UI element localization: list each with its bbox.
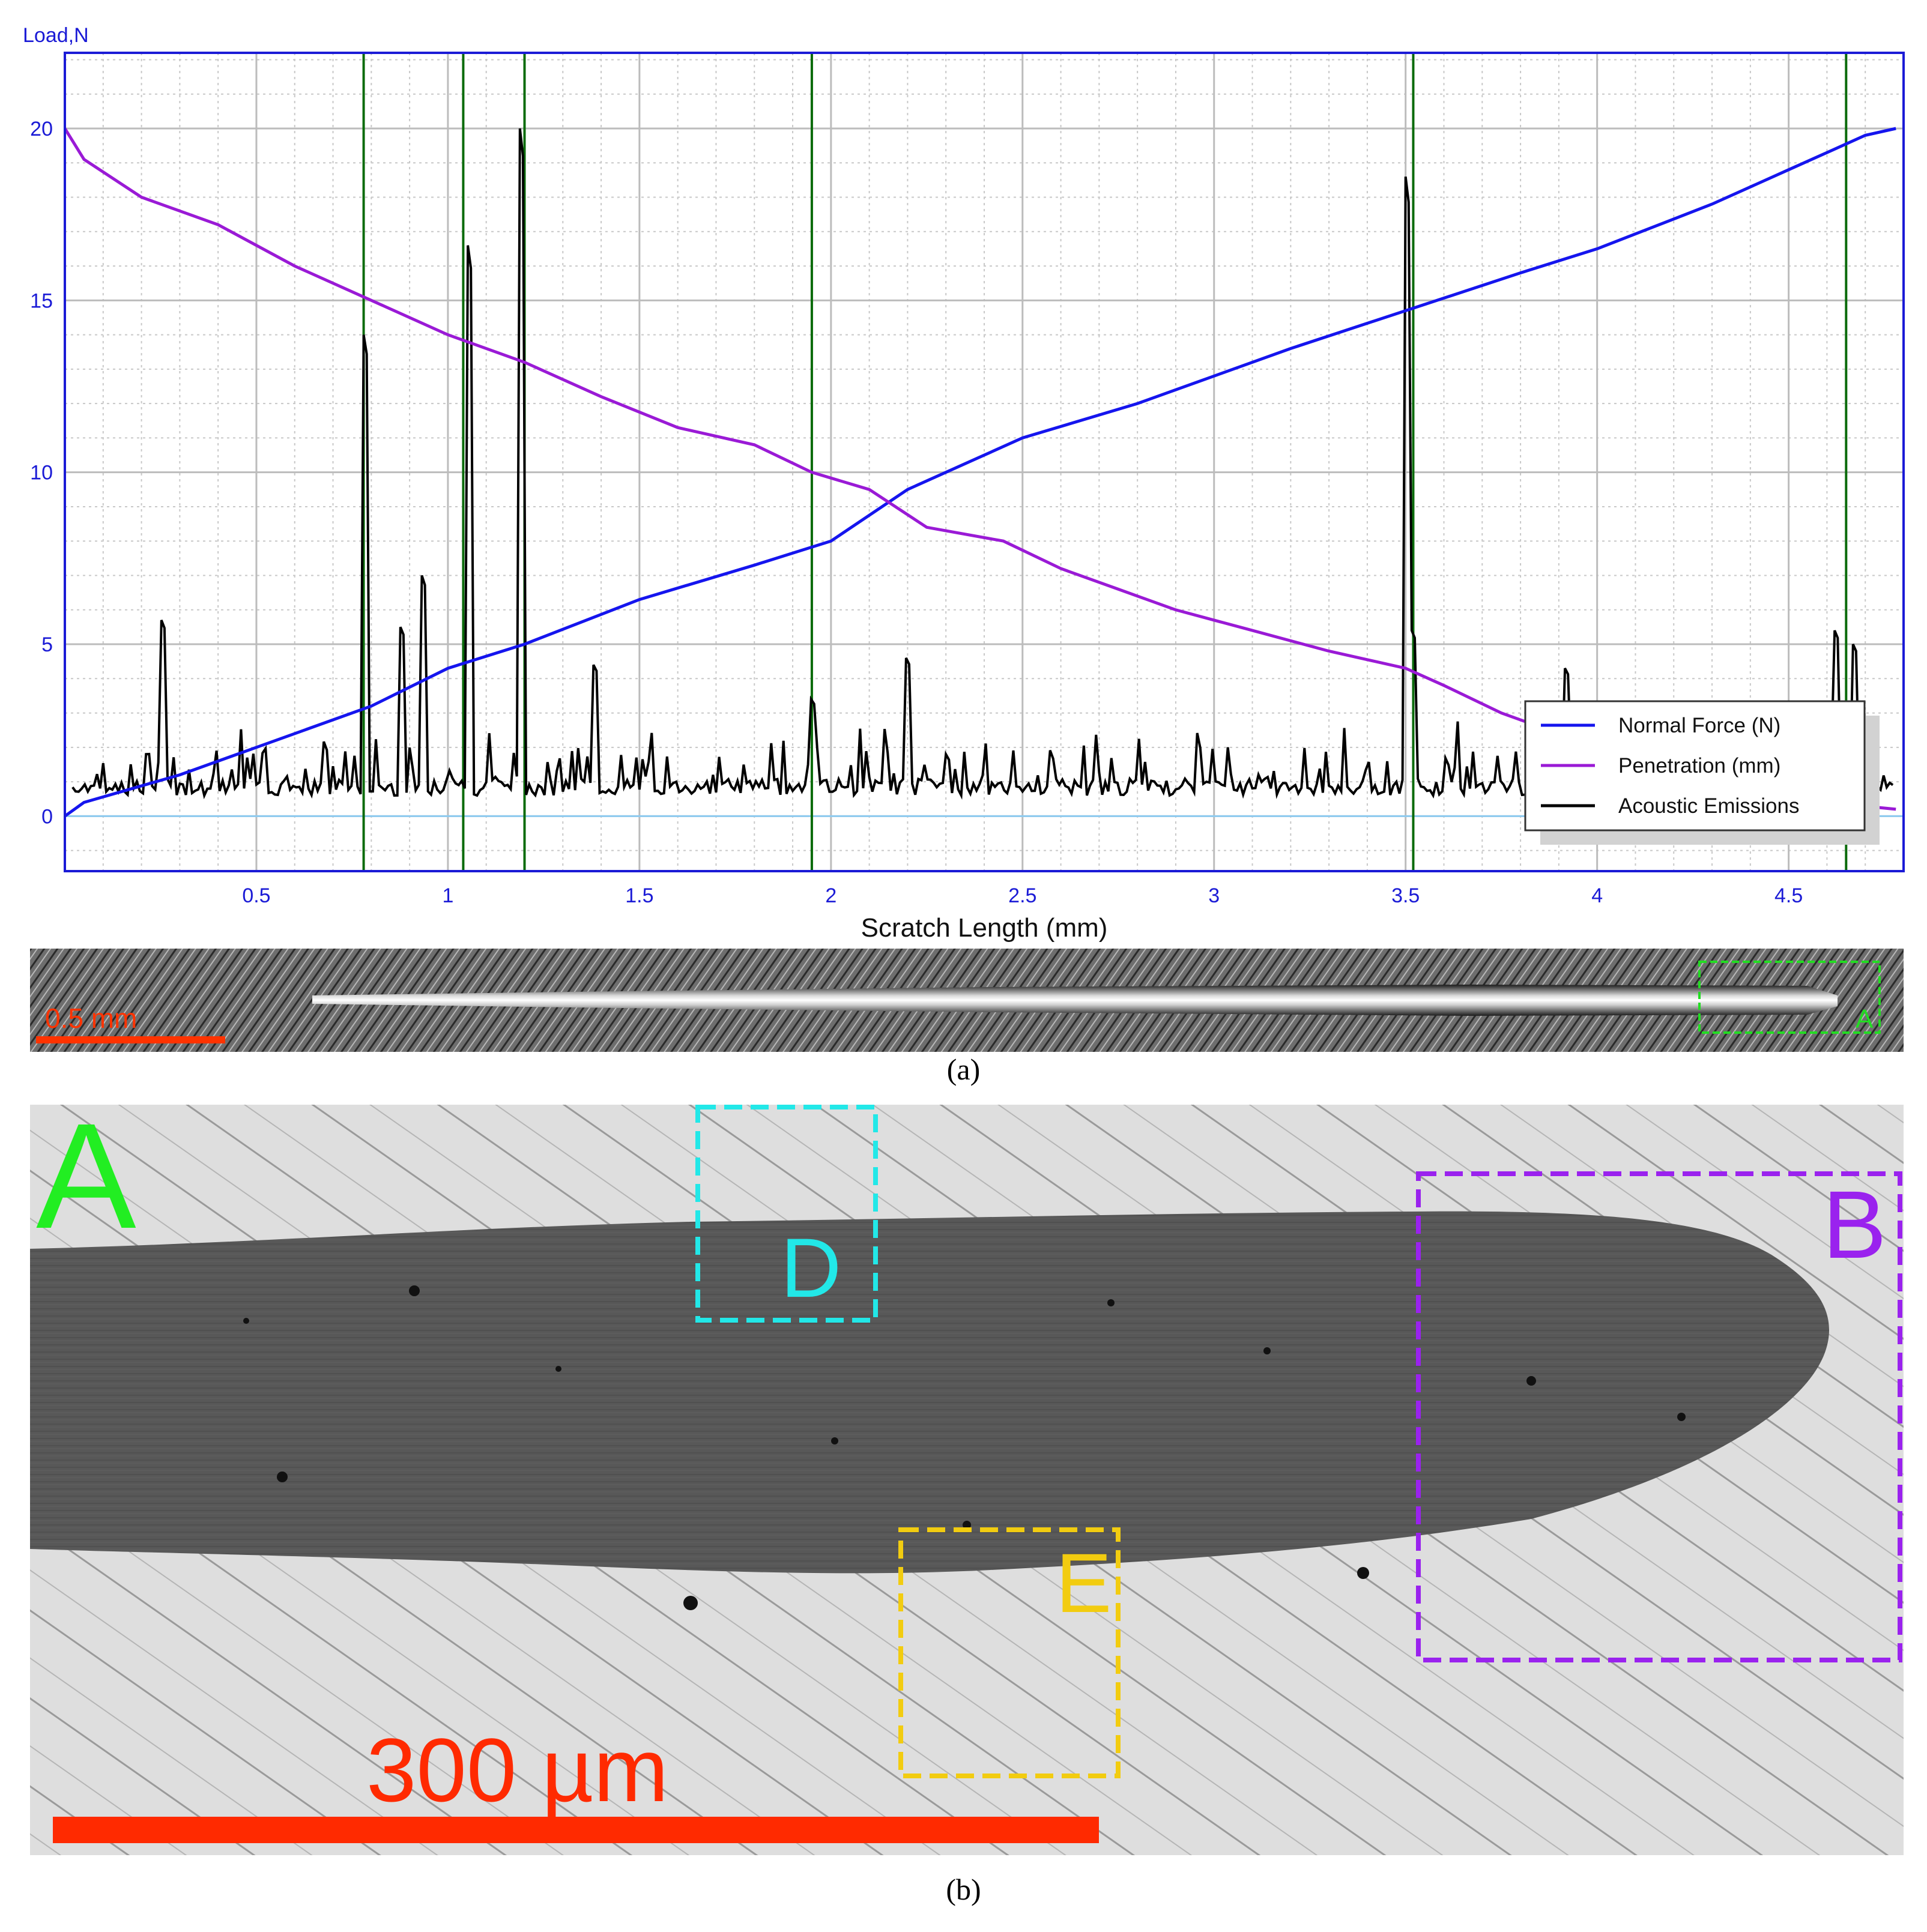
- region-box-e: [898, 1527, 1121, 1778]
- scratch-track: [312, 985, 1838, 1016]
- y-tick-label: 20: [30, 118, 53, 140]
- y-tick-label: 15: [30, 289, 53, 312]
- x-tick-label: 3: [1208, 884, 1220, 907]
- strip-scale-label: 0.5 mm: [45, 1003, 137, 1034]
- x-tick-label: 0.5: [242, 884, 270, 907]
- y-axis-label: Load,N: [23, 24, 89, 47]
- x-tick-label: 4.5: [1774, 884, 1803, 907]
- x-tick-label: 2: [825, 884, 836, 907]
- plot-frame: [64, 52, 1905, 872]
- y-tick-label: 5: [41, 633, 53, 656]
- x-tick-label: 1: [442, 884, 453, 907]
- legend-label-penetration: Penetration (mm): [1618, 754, 1780, 777]
- caption-b: (b): [946, 1873, 981, 1906]
- x-tick-label: 4: [1591, 884, 1603, 907]
- caption-a: (a): [946, 1052, 981, 1086]
- region-box-d: [695, 1105, 878, 1323]
- sem-scale-label: 300 µm: [366, 1719, 668, 1820]
- legend-label-acoustic-emissions: Acoustic Emissions: [1618, 794, 1799, 818]
- y-tick-label: 0: [41, 805, 53, 828]
- y-tick-label: 10: [30, 462, 53, 485]
- strip-region-box-a: [1698, 961, 1881, 1034]
- strip-region-label-a: A: [1856, 1004, 1874, 1034]
- series-normal-force: [64, 127, 1896, 818]
- legend-label-normal-force: Normal Force (N): [1618, 714, 1780, 737]
- region-label-b: B: [1823, 1171, 1887, 1278]
- sem-panel-label: A: [36, 1105, 136, 1260]
- region-label-e: E: [1056, 1536, 1112, 1630]
- sem-scratch-track: [30, 1211, 1829, 1574]
- region-box-b: [1416, 1171, 1902, 1662]
- x-axis-label: Scratch Length (mm): [861, 913, 1108, 943]
- region-label-d: D: [781, 1221, 841, 1315]
- scratch-track-micrograph: 0.5 mm A: [30, 949, 1904, 1052]
- x-tick-label: 2.5: [1008, 884, 1036, 907]
- legend: Normal Force (N) Penetration (mm) Acoust…: [1524, 700, 1880, 845]
- sem-micrograph: A D B E 300 µm: [30, 1105, 1904, 1855]
- x-tick-label: 1.5: [625, 884, 653, 907]
- scratch-test-chart: 0.5 1 1.5 2 2.5 3 3.5 4 4.5 0 5 10 15 20 Load,N Scra…: [23, 24, 1905, 943]
- x-tick-label: 3.5: [1391, 884, 1420, 907]
